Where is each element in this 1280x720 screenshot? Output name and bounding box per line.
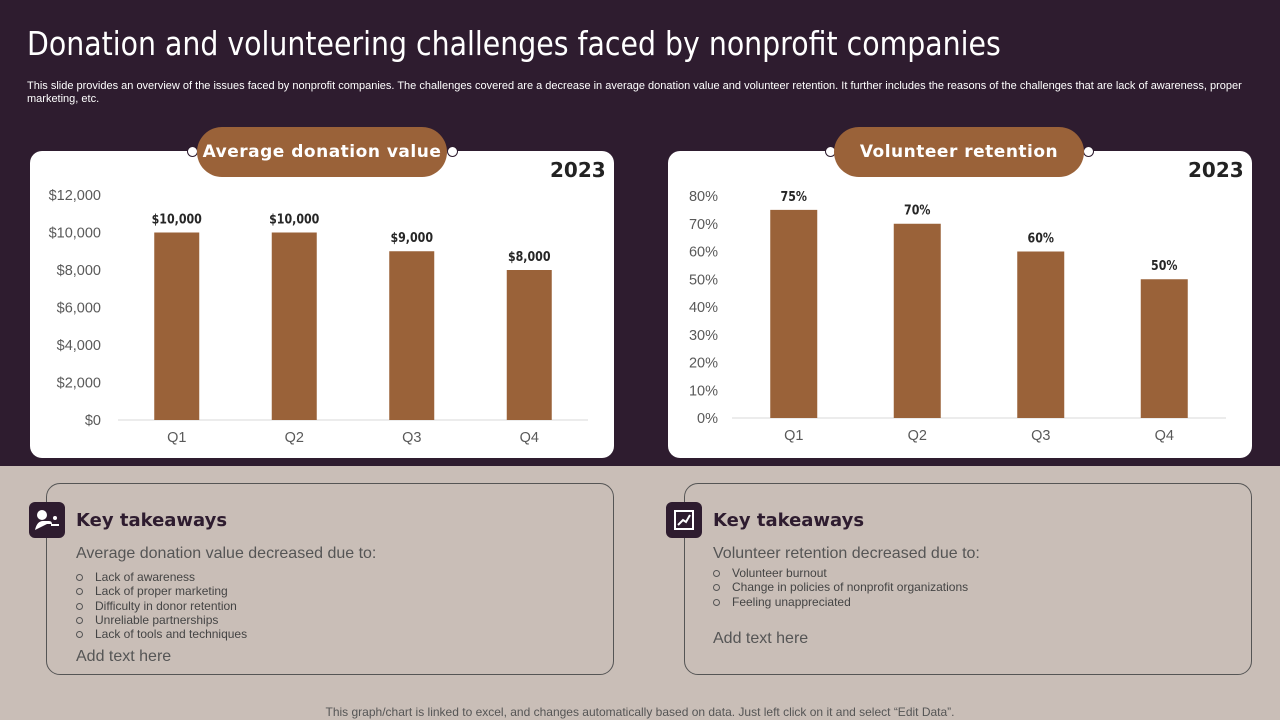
takeaways-list: Volunteer burnout Change in policies of … [713,566,968,609]
x-tick-label: Q1 [784,428,803,444]
y-tick-label: 30% [689,328,718,344]
x-tick-label: Q3 [1031,428,1050,444]
add-text-placeholder[interactable]: Add text here [76,648,172,665]
takeaways-intro: Volunteer retention decreased due to: [713,545,980,562]
list-item: Feeling unappreciated [713,595,968,609]
retention-chart-year: 2023 [1188,158,1244,182]
takeaways-list: Lack of awareness Lack of proper marketi… [76,570,247,641]
x-tick-label: Q4 [1155,428,1174,444]
retention-chart-title: Volunteer retention [834,127,1084,177]
y-tick-label: 50% [689,272,718,288]
donation-chart-year: 2023 [550,158,606,182]
takeaways-panel-retention [684,483,1252,675]
x-tick-label: Q3 [402,430,421,446]
connector-dot [447,146,458,157]
list-item: Difficulty in donor retention [76,599,247,613]
data-label: $10,000 [152,212,202,227]
bar [1140,279,1188,418]
bar [893,223,941,418]
data-label: 60% [1028,231,1054,246]
y-tick-label: 10% [689,383,718,399]
add-text-placeholder[interactable]: Add text here [713,630,809,647]
takeaways-intro: Average donation value decreased due to: [76,545,377,562]
data-label: $10,000 [269,212,319,227]
y-tick-label: $12,000 [49,188,101,204]
x-tick-label: Q4 [520,430,539,446]
takeaways-heading: Key takeaways [76,510,228,531]
data-label: 70% [904,203,930,218]
y-tick-label: $10,000 [49,226,101,242]
y-tick-label: $4,000 [57,338,101,354]
x-tick-label: Q2 [285,430,304,446]
data-label: $8,000 [508,249,551,264]
bar [389,251,435,420]
donation-chart-title: Average donation value [197,127,447,177]
x-tick-label: Q1 [167,430,186,446]
list-item: Change in policies of nonprofit organiza… [713,580,968,594]
y-tick-label: 40% [689,300,718,316]
x-tick-label: Q2 [908,428,927,444]
volunteer-chart-icon [666,502,702,538]
page-title: Donation and volunteering challenges fac… [27,24,1001,63]
donation-hand-icon [29,502,65,538]
page-subtitle: This slide provides an overview of the i… [27,80,1242,105]
takeaways-panel-donation [46,483,614,675]
data-label: 75% [781,189,807,204]
y-tick-label: $6,000 [57,301,101,317]
list-item: Lack of tools and techniques [76,627,247,641]
data-label: 50% [1151,258,1177,273]
bar [154,232,200,420]
y-tick-label: 0% [697,411,718,427]
list-item: Lack of proper marketing [76,584,247,598]
list-item: Volunteer burnout [713,566,968,580]
takeaways-heading: Key takeaways [713,510,865,531]
y-tick-label: 70% [689,217,718,233]
bar [506,270,552,420]
y-tick-label: 80% [689,189,718,205]
y-tick-label: 20% [689,356,718,372]
bar [271,232,317,420]
y-tick-label: 60% [689,245,718,261]
y-tick-label: $2,000 [57,376,101,392]
footer-note: This graph/chart is linked to excel, and… [325,705,955,719]
y-tick-label: $0 [85,413,101,429]
list-item: Lack of awareness [76,570,247,584]
bar [1017,251,1065,418]
list-item: Unreliable partnerships [76,613,247,627]
y-tick-label: $8,000 [57,263,101,279]
data-label: $9,000 [390,230,433,245]
bar [770,209,818,418]
